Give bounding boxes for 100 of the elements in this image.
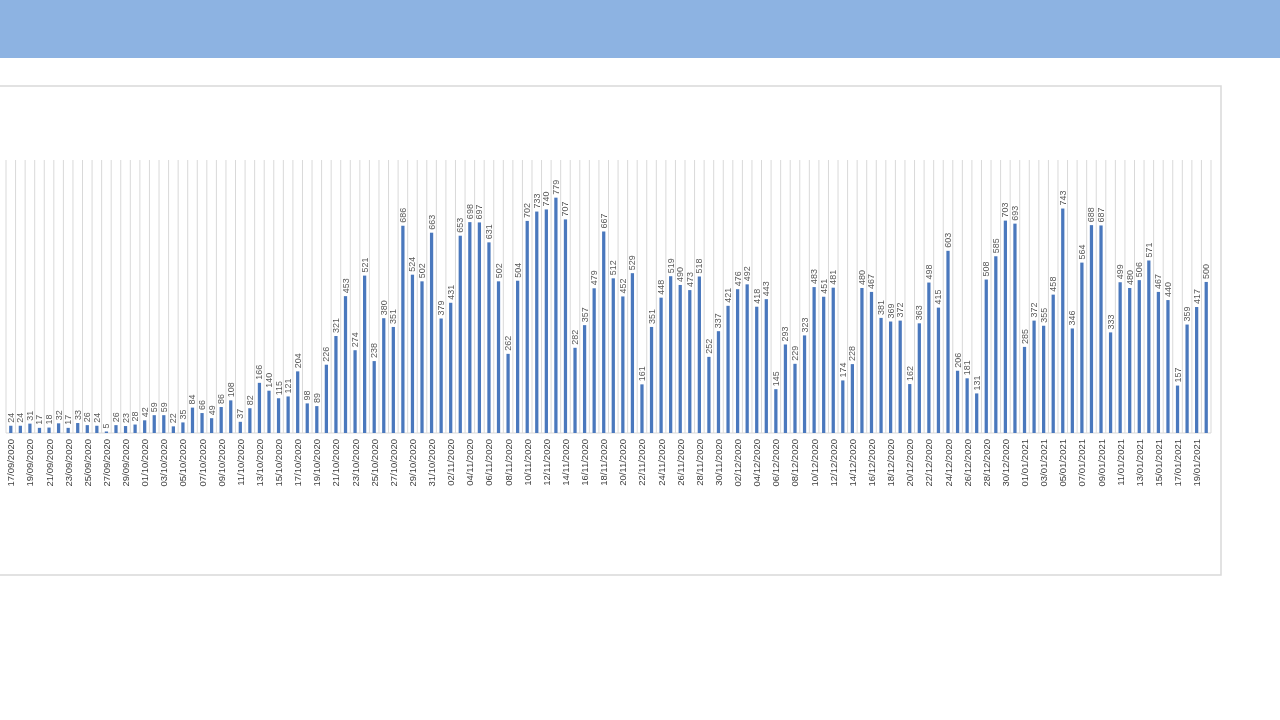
bar — [458, 235, 462, 433]
bar — [965, 378, 969, 433]
bar — [621, 296, 625, 433]
bar — [917, 323, 921, 433]
bar — [382, 318, 386, 433]
x-tick-label: 02/12/2020 — [732, 439, 744, 487]
bar — [209, 418, 214, 433]
bar — [200, 413, 204, 433]
bar — [640, 384, 644, 433]
x-tick-label: 15/10/2020 — [273, 439, 285, 487]
data-label: 357 — [579, 307, 590, 323]
x-tick-label: 09/01/2021 — [1095, 439, 1107, 487]
data-label: 443 — [761, 281, 772, 297]
data-label: 415 — [933, 289, 944, 305]
bar — [324, 364, 328, 433]
data-label: 519 — [665, 258, 676, 274]
bar — [181, 422, 185, 433]
bar — [1204, 281, 1208, 433]
data-label: 17 — [63, 414, 74, 425]
x-tick-label: 19/10/2020 — [311, 439, 323, 487]
bar — [764, 299, 768, 433]
data-label: 733 — [531, 193, 542, 209]
x-tick-label: 17/01/2021 — [1172, 439, 1184, 487]
bar — [305, 403, 309, 433]
bar — [477, 222, 482, 433]
bar — [248, 408, 252, 433]
data-label: 115 — [273, 380, 284, 396]
x-tick-label: 12/11/2020 — [540, 439, 552, 486]
data-label: 743 — [1057, 190, 1068, 206]
x-tick-label: 22/12/2020 — [923, 439, 935, 487]
x-tick-label: 04/12/2020 — [751, 439, 763, 487]
x-tick-label: 21/09/2020 — [43, 439, 55, 487]
bar — [516, 280, 520, 433]
bar — [238, 421, 242, 433]
data-label: 121 — [283, 378, 294, 394]
bar — [1128, 287, 1132, 433]
data-label: 166 — [254, 364, 265, 380]
data-label: 293 — [780, 326, 791, 342]
data-label: 693 — [1009, 205, 1020, 221]
x-tick-label: 17/10/2020 — [292, 439, 304, 487]
data-label: 23 — [120, 413, 131, 424]
bar — [152, 415, 156, 433]
data-label: 473 — [684, 272, 695, 288]
data-label: 431 — [445, 284, 456, 300]
data-label: 653 — [455, 217, 466, 233]
data-label: 698 — [464, 204, 475, 220]
x-tick-label: 01/01/2021 — [1019, 439, 1031, 487]
data-label: 108 — [225, 382, 236, 398]
x-tick-label: 07/01/2021 — [1076, 439, 1088, 487]
data-label: 379 — [436, 300, 447, 316]
bar — [850, 364, 854, 433]
x-tick-label: 08/12/2020 — [789, 439, 801, 487]
bar — [28, 423, 32, 433]
data-label: 363 — [914, 305, 925, 321]
x-tick-label: 05/10/2020 — [177, 439, 189, 487]
bar — [1032, 320, 1036, 433]
data-label: 467 — [866, 273, 877, 289]
bar — [410, 274, 415, 433]
x-tick-label: 15/01/2021 — [1152, 439, 1164, 487]
bar — [669, 276, 673, 433]
data-label: 686 — [397, 207, 408, 223]
x-tick-label: 10/12/2020 — [808, 439, 820, 487]
data-label: 508 — [981, 261, 992, 277]
bar — [439, 318, 443, 433]
bar — [47, 427, 51, 433]
data-label: 372 — [895, 302, 906, 318]
data-label: 355 — [1038, 307, 1049, 323]
bar — [879, 317, 883, 433]
x-tick-label: 27/09/2020 — [100, 439, 112, 487]
bar — [649, 326, 654, 433]
data-label: 418 — [751, 288, 762, 304]
data-label: 206 — [952, 352, 963, 368]
data-label: 603 — [943, 232, 953, 248]
bar — [143, 420, 147, 433]
x-tick-label: 24/11/2020 — [655, 439, 667, 486]
data-label: 458 — [1048, 276, 1059, 292]
data-label: 585 — [990, 238, 1001, 254]
x-tick-label: 25/09/2020 — [81, 439, 93, 487]
bar — [869, 291, 874, 433]
bar — [1080, 262, 1084, 433]
bar — [735, 289, 740, 433]
bar — [1137, 280, 1141, 433]
bar — [659, 297, 663, 433]
bar — [229, 400, 233, 433]
bar — [296, 371, 300, 433]
x-tick-label: 01/10/2020 — [139, 439, 151, 487]
bar — [802, 335, 807, 433]
data-label: 32 — [53, 410, 64, 421]
data-label: 89 — [311, 393, 322, 404]
bar — [563, 219, 568, 433]
data-label: 502 — [493, 263, 504, 279]
bar — [429, 232, 434, 433]
x-tick-label: 20/12/2020 — [904, 439, 916, 487]
data-label: 252 — [703, 338, 714, 354]
bar — [889, 321, 893, 433]
data-label: 481 — [828, 269, 839, 285]
bar — [1175, 385, 1180, 433]
data-label: 98 — [302, 390, 313, 401]
data-label: 504 — [512, 262, 523, 278]
data-label: 181 — [962, 360, 973, 376]
